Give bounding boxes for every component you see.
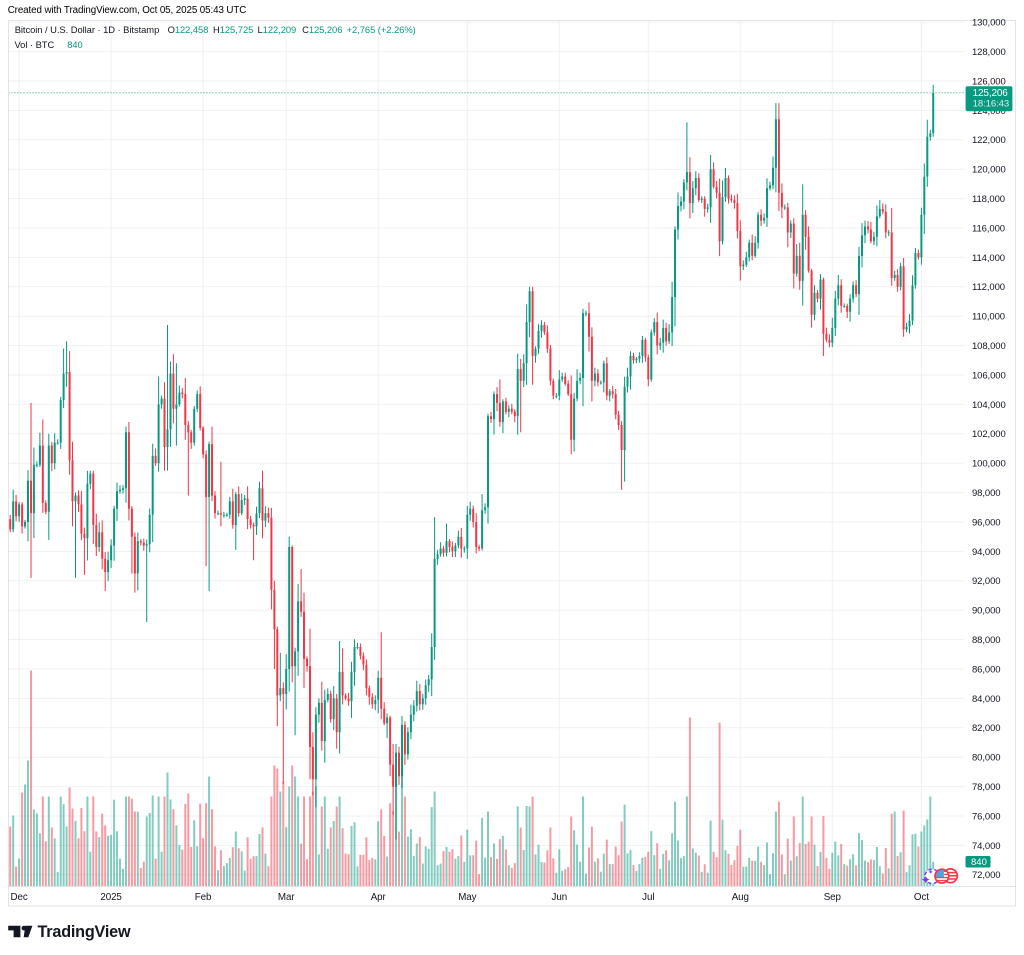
- svg-text:108,000: 108,000: [972, 341, 1006, 352]
- svg-text:112,000: 112,000: [972, 282, 1005, 293]
- svg-text:Vol · BTC: Vol · BTC: [15, 39, 55, 50]
- svg-text:126,000: 126,000: [972, 76, 1006, 87]
- svg-text:116,000: 116,000: [972, 223, 1005, 234]
- svg-text:122,000: 122,000: [972, 135, 1006, 146]
- svg-text:102,000: 102,000: [972, 429, 1006, 440]
- svg-text:Bitcoin / U.S. Dollar · 1D · B: Bitcoin / U.S. Dollar · 1D · Bitstamp: [15, 24, 160, 35]
- svg-text:74,000: 74,000: [972, 841, 1000, 852]
- svg-text:C125,206: C125,206: [302, 24, 342, 35]
- svg-text:78,000: 78,000: [972, 782, 1000, 793]
- svg-text:98,000: 98,000: [972, 488, 1000, 499]
- svg-text:May: May: [458, 892, 476, 903]
- svg-text:Aug: Aug: [732, 892, 749, 903]
- svg-text:96,000: 96,000: [972, 517, 1000, 528]
- svg-text:125,206: 125,206: [973, 88, 1009, 99]
- svg-text:Created with TradingView.com,: Created with TradingView.com, Oct 05, 20…: [8, 5, 247, 16]
- svg-text:2025: 2025: [100, 892, 122, 903]
- svg-text:94,000: 94,000: [972, 547, 1000, 558]
- svg-text:128,000: 128,000: [972, 47, 1006, 58]
- svg-text:Apr: Apr: [371, 892, 387, 903]
- svg-text:+2,765 (+2.26%): +2,765 (+2.26%): [347, 24, 416, 35]
- svg-text:Oct: Oct: [914, 892, 929, 903]
- svg-text:104,000: 104,000: [972, 400, 1006, 411]
- svg-text:Jun: Jun: [552, 892, 568, 903]
- svg-text:Feb: Feb: [195, 892, 212, 903]
- svg-text:84,000: 84,000: [972, 694, 1000, 705]
- svg-text:O122,458: O122,458: [168, 24, 209, 35]
- svg-text:18:16:43: 18:16:43: [973, 99, 1010, 110]
- svg-text:86,000: 86,000: [972, 664, 1000, 675]
- svg-text:76,000: 76,000: [972, 811, 1000, 822]
- svg-text:124,000: 124,000: [972, 106, 1006, 117]
- svg-text:72,000: 72,000: [972, 870, 1000, 881]
- svg-text:118,000: 118,000: [972, 194, 1005, 205]
- svg-text:100,000: 100,000: [972, 459, 1006, 470]
- svg-text:TradingView: TradingView: [38, 923, 131, 941]
- svg-text:130,000: 130,000: [972, 18, 1006, 29]
- svg-text:Sep: Sep: [824, 892, 842, 903]
- svg-text:Jul: Jul: [642, 892, 654, 903]
- svg-text:82,000: 82,000: [972, 723, 1000, 734]
- svg-text:Dec: Dec: [11, 892, 28, 903]
- svg-text:Mar: Mar: [278, 892, 295, 903]
- svg-text:H125,725: H125,725: [213, 24, 253, 35]
- svg-text:120,000: 120,000: [972, 165, 1006, 176]
- svg-text:80,000: 80,000: [972, 753, 1000, 764]
- svg-text:92,000: 92,000: [972, 576, 1000, 587]
- svg-text:88,000: 88,000: [972, 635, 1000, 646]
- svg-text:840: 840: [67, 39, 83, 50]
- svg-text:114,000: 114,000: [972, 253, 1005, 264]
- svg-text:106,000: 106,000: [972, 370, 1006, 381]
- svg-text:L122,209: L122,209: [258, 24, 297, 35]
- svg-text:840: 840: [971, 857, 987, 868]
- svg-text:110,000: 110,000: [972, 312, 1005, 323]
- svg-text:90,000: 90,000: [972, 606, 1000, 617]
